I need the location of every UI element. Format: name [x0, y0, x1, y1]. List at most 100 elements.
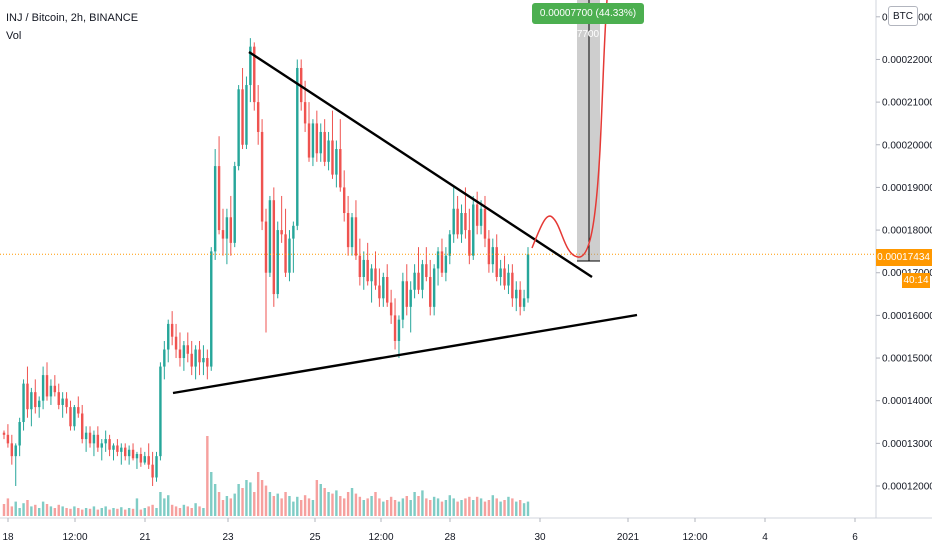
- volume-bar: [397, 501, 401, 516]
- candle-body: [206, 358, 209, 367]
- volume-bar: [186, 506, 190, 516]
- volume-bar: [155, 508, 158, 516]
- candle-body: [202, 358, 205, 363]
- candle-body: [112, 445, 115, 450]
- candle-body: [280, 230, 283, 235]
- candle-body: [479, 208, 483, 226]
- x-tick-label: 4: [762, 532, 768, 543]
- volume-bar: [120, 507, 123, 516]
- volume-bar: [217, 492, 221, 516]
- volume-bar: [507, 496, 510, 516]
- volume-bar: [307, 498, 311, 516]
- candle-body: [217, 166, 221, 231]
- volume-bar: [65, 508, 68, 516]
- volume-bars: [2, 436, 530, 516]
- currency-button[interactable]: BTC: [888, 6, 918, 26]
- volume-bar: [84, 508, 88, 516]
- bar-countdown: 40:14: [902, 273, 930, 288]
- y-tick-label: 0.00013000: [882, 439, 932, 450]
- x-tick-label: 6: [852, 532, 858, 543]
- volume-bar: [88, 508, 92, 516]
- volume-bar: [370, 496, 373, 516]
- volume-bar: [366, 498, 369, 516]
- volume-bar: [350, 488, 354, 516]
- candle-body: [327, 140, 330, 162]
- candle-body: [389, 302, 393, 316]
- volume-bar: [299, 500, 303, 516]
- volume-bar: [292, 501, 295, 516]
- candle-body: [147, 456, 150, 465]
- volume-bar: [401, 498, 405, 516]
- volume-bar: [327, 492, 330, 516]
- candle-body: [198, 349, 201, 363]
- candle-body: [366, 259, 369, 282]
- candle-body: [233, 166, 236, 243]
- volume-bar: [96, 509, 100, 516]
- candle-body: [448, 234, 452, 256]
- candle-body: [88, 432, 92, 444]
- x-tick-label: 18: [2, 532, 14, 543]
- volume-bar: [241, 488, 244, 516]
- candle-body: [276, 230, 279, 295]
- candle-body: [503, 268, 506, 286]
- volume-bar: [127, 508, 131, 516]
- volume-bar: [210, 472, 213, 516]
- volume-bar: [346, 492, 350, 516]
- candle-body: [296, 67, 299, 226]
- candle-body: [386, 276, 389, 303]
- volume-bar: [61, 506, 64, 516]
- volume-bar: [456, 501, 459, 516]
- candle-body: [22, 383, 25, 423]
- volume-bar: [362, 500, 365, 516]
- candle-body: [2, 432, 6, 435]
- volume-bar: [221, 500, 225, 516]
- volume-bar: [495, 498, 498, 516]
- volume-bar: [315, 480, 319, 516]
- candle-body: [378, 285, 381, 299]
- candle-body: [472, 204, 475, 256]
- volume-bar: [440, 501, 444, 516]
- volume-bar: [389, 496, 393, 516]
- volume-bar: [77, 508, 80, 516]
- candle-body: [65, 398, 68, 408]
- volume-bar: [515, 501, 518, 516]
- volume-bar: [276, 493, 279, 516]
- volume-bar: [14, 501, 17, 516]
- candle-body: [460, 213, 463, 235]
- x-tick-label: 2021: [617, 532, 640, 543]
- candle-body: [96, 434, 100, 448]
- volume-bar: [213, 484, 217, 516]
- candle-body: [421, 264, 424, 290]
- volume-bar: [319, 484, 322, 516]
- candle-body: [143, 456, 146, 463]
- volume-bar: [417, 496, 420, 516]
- volume-bar: [237, 484, 240, 516]
- volume-bar: [22, 503, 25, 516]
- candle-body: [221, 230, 225, 239]
- drawings: [0, 0, 876, 395]
- volume-bar: [53, 508, 57, 516]
- y-tick-label: 0.00015000: [882, 354, 932, 365]
- candle-body: [483, 208, 487, 239]
- volume-bar: [229, 498, 233, 516]
- x-tick-label: 28: [444, 532, 456, 543]
- volume-bar: [452, 498, 455, 516]
- candle-body: [272, 200, 276, 295]
- x-tick-label: 21: [139, 532, 151, 543]
- candle-body: [339, 149, 342, 188]
- volume-bar: [288, 496, 291, 516]
- candle-body: [159, 366, 162, 457]
- candle-body: [73, 407, 76, 427]
- volume-bar: [448, 495, 452, 516]
- candle-body: [77, 407, 80, 414]
- candle-body: [464, 213, 467, 231]
- volume-bar: [159, 492, 162, 516]
- candle-body: [358, 255, 362, 277]
- candle-body: [432, 268, 436, 307]
- volume-bar: [256, 472, 260, 516]
- y-tick-label: 0.00020000: [882, 140, 932, 151]
- volume-bar: [124, 509, 127, 516]
- candle-body: [413, 272, 416, 290]
- candle-body: [241, 89, 244, 145]
